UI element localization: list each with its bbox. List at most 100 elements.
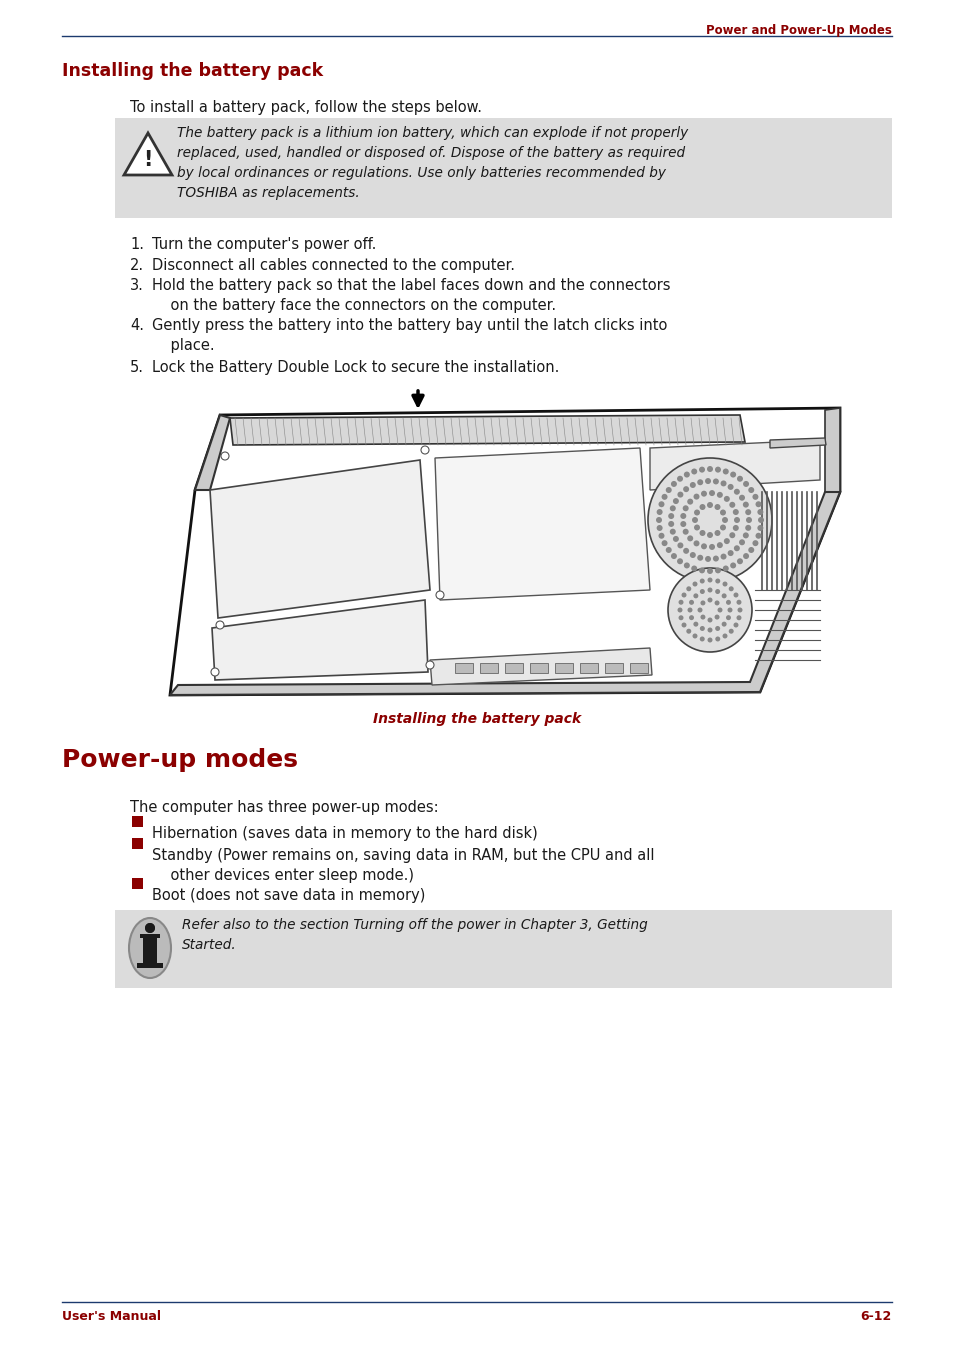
- Circle shape: [693, 494, 699, 499]
- Bar: [132, 878, 143, 889]
- Bar: [137, 963, 163, 969]
- Circle shape: [742, 533, 748, 538]
- Circle shape: [714, 600, 719, 606]
- Polygon shape: [210, 460, 430, 618]
- Circle shape: [720, 525, 725, 530]
- Circle shape: [708, 544, 714, 550]
- Circle shape: [670, 553, 677, 558]
- Circle shape: [706, 568, 712, 575]
- Circle shape: [689, 552, 695, 558]
- Circle shape: [688, 600, 693, 604]
- Circle shape: [737, 607, 741, 612]
- Circle shape: [707, 588, 712, 592]
- Circle shape: [757, 525, 762, 532]
- Circle shape: [714, 530, 720, 536]
- Text: Power-up modes: Power-up modes: [62, 747, 297, 772]
- Bar: [555, 662, 573, 673]
- Circle shape: [683, 472, 689, 478]
- Circle shape: [685, 587, 691, 591]
- Circle shape: [714, 505, 720, 510]
- Circle shape: [700, 615, 704, 619]
- Circle shape: [215, 621, 224, 629]
- Circle shape: [669, 506, 675, 511]
- Polygon shape: [194, 415, 230, 490]
- Text: Hold the battery pack so that the label faces down and the connectors
    on the: Hold the battery pack so that the label …: [152, 278, 670, 313]
- Circle shape: [712, 479, 719, 484]
- Circle shape: [707, 638, 712, 642]
- Circle shape: [708, 490, 714, 496]
- Circle shape: [737, 476, 742, 482]
- Circle shape: [700, 626, 704, 631]
- Circle shape: [669, 529, 675, 534]
- Circle shape: [723, 496, 729, 502]
- Circle shape: [672, 536, 679, 542]
- Polygon shape: [824, 407, 840, 492]
- Circle shape: [679, 513, 685, 519]
- Circle shape: [721, 581, 727, 587]
- Circle shape: [722, 468, 728, 475]
- Circle shape: [677, 558, 682, 564]
- Bar: [140, 934, 160, 938]
- Circle shape: [699, 505, 705, 510]
- Circle shape: [426, 661, 434, 669]
- Circle shape: [744, 525, 750, 532]
- Circle shape: [707, 618, 712, 622]
- Circle shape: [677, 607, 681, 612]
- Circle shape: [723, 538, 729, 544]
- Circle shape: [717, 607, 721, 612]
- Circle shape: [682, 486, 688, 492]
- Text: User's Manual: User's Manual: [62, 1310, 161, 1323]
- Circle shape: [720, 553, 726, 560]
- Circle shape: [720, 510, 725, 515]
- Circle shape: [660, 494, 667, 500]
- Polygon shape: [212, 600, 428, 680]
- Bar: [115, 911, 891, 987]
- Text: !: !: [143, 150, 152, 170]
- Circle shape: [700, 600, 704, 606]
- Polygon shape: [430, 648, 651, 685]
- Circle shape: [670, 482, 677, 487]
- Bar: [140, 934, 160, 938]
- Text: Installing the battery pack: Installing the battery pack: [373, 712, 580, 726]
- Circle shape: [745, 517, 751, 523]
- Ellipse shape: [129, 919, 171, 978]
- Circle shape: [658, 533, 664, 538]
- Text: Gently press the battery into the battery bay until the latch clicks into
    pl: Gently press the battery into the batter…: [152, 318, 667, 353]
- Text: Boot (does not save data in memory): Boot (does not save data in memory): [152, 888, 425, 902]
- Circle shape: [716, 492, 722, 498]
- Circle shape: [725, 615, 730, 621]
- Circle shape: [680, 592, 686, 598]
- Text: 4.: 4.: [130, 318, 144, 333]
- Bar: [479, 662, 497, 673]
- Text: Installing the battery pack: Installing the battery pack: [62, 62, 323, 80]
- Circle shape: [692, 634, 697, 638]
- Text: Hibernation (saves data in memory to the hard disk): Hibernation (saves data in memory to the…: [152, 826, 537, 840]
- Polygon shape: [124, 134, 172, 175]
- Circle shape: [692, 581, 697, 587]
- Text: Disconnect all cables connected to the computer.: Disconnect all cables connected to the c…: [152, 258, 515, 272]
- Circle shape: [725, 600, 730, 604]
- Circle shape: [715, 626, 720, 631]
- Circle shape: [704, 478, 710, 484]
- Circle shape: [683, 563, 689, 568]
- Circle shape: [737, 558, 742, 564]
- Bar: [530, 662, 547, 673]
- Circle shape: [699, 530, 705, 536]
- Circle shape: [733, 488, 740, 495]
- Circle shape: [715, 579, 720, 584]
- Circle shape: [742, 502, 748, 507]
- Circle shape: [728, 629, 733, 634]
- Circle shape: [715, 637, 720, 642]
- Circle shape: [714, 467, 720, 472]
- Circle shape: [729, 563, 736, 568]
- Circle shape: [693, 622, 698, 627]
- Circle shape: [722, 565, 728, 572]
- Circle shape: [752, 540, 758, 546]
- Text: 5.: 5.: [130, 360, 144, 375]
- Circle shape: [660, 540, 667, 546]
- Bar: [143, 938, 157, 969]
- Circle shape: [707, 577, 712, 583]
- Circle shape: [667, 513, 674, 519]
- Text: The computer has three power-up modes:: The computer has three power-up modes:: [130, 800, 438, 815]
- Circle shape: [699, 467, 704, 472]
